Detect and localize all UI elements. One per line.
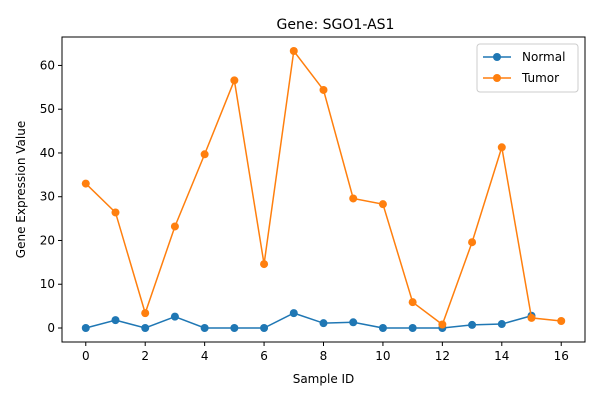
tumor-data-point — [557, 316, 566, 325]
legend-tumor-label: Tumor — [521, 71, 559, 85]
normal-data-point — [111, 316, 120, 325]
x-tick-label: 2 — [141, 349, 149, 363]
y-tick-label: 50 — [40, 102, 55, 116]
x-tick-label: 0 — [82, 349, 90, 363]
tumor-data-point — [260, 260, 269, 269]
normal-data-point — [81, 323, 90, 332]
tumor-data-point — [408, 298, 417, 307]
tumor-data-point — [170, 222, 179, 231]
tumor-data-point — [141, 309, 150, 318]
y-tick-label: 0 — [47, 321, 55, 335]
tumor-data-point — [527, 313, 536, 322]
x-tick-label: 16 — [554, 349, 569, 363]
normal-data-point — [408, 323, 417, 332]
x-tick-label: 8 — [320, 349, 328, 363]
y-tick-label: 10 — [40, 277, 55, 291]
normal-data-point — [260, 323, 269, 332]
y-tick-label: 40 — [40, 146, 55, 160]
normal-data-point — [200, 323, 209, 332]
normal-data-point — [170, 312, 179, 321]
chart-title: Gene: SGO1-AS1 — [277, 17, 395, 33]
y-axis: 0 10 20 30 40 50 60 — [40, 58, 62, 335]
x-axis-label: Sample ID — [293, 372, 355, 386]
legend-normal-marker — [493, 53, 501, 61]
tumor-data-point — [81, 179, 90, 188]
normal-data-point — [230, 323, 239, 332]
tumor-data-point — [497, 143, 506, 152]
y-tick-label: 30 — [40, 190, 55, 204]
legend-tumor-marker — [493, 74, 501, 82]
x-tick-label: 12 — [435, 349, 450, 363]
normal-series-line — [85, 312, 532, 329]
normal-data-point — [468, 320, 477, 329]
tumor-data-point — [378, 200, 387, 209]
tumor-data-point — [468, 238, 477, 247]
normal-data-point — [349, 318, 358, 327]
normal-data-point — [319, 319, 328, 328]
x-tick-label: 10 — [375, 349, 390, 363]
tumor-data-point — [200, 150, 209, 159]
tumor-data-point — [111, 208, 120, 217]
tumor-data-point — [319, 85, 328, 94]
x-tick-label: 4 — [201, 349, 209, 363]
legend-normal-label: Normal — [522, 50, 565, 64]
x-tick-label: 14 — [494, 349, 509, 363]
plot-area — [81, 47, 566, 332]
tumor-data-point — [230, 76, 239, 85]
y-tick-label: 60 — [40, 58, 55, 72]
normal-data-point — [497, 320, 506, 329]
y-tick-label: 20 — [40, 233, 55, 247]
x-tick-label: 6 — [260, 349, 268, 363]
x-axis: 0 2 4 6 8 10 12 14 16 — [82, 342, 569, 363]
tumor-data-point — [438, 320, 447, 329]
legend-box — [476, 43, 579, 93]
normal-data-point — [378, 323, 387, 332]
legend: Normal Tumor — [476, 43, 579, 93]
y-axis-label: Gene Expression Value — [14, 121, 28, 258]
normal-data-point — [289, 309, 298, 318]
normal-data-point — [141, 323, 150, 332]
tumor-data-point — [289, 47, 298, 56]
tumor-data-point — [349, 194, 358, 203]
